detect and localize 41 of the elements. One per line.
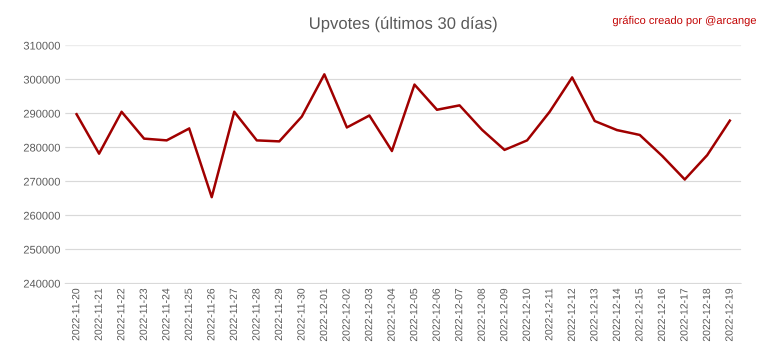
x-tick-label: 2022-12-09 (500, 288, 508, 342)
x-tick-label: 2022-12-13 (590, 288, 598, 342)
text: gráfico creado por @arcange (612, 16, 756, 26)
y-tick-label: 290000 (24, 110, 60, 118)
x-tick-label: 2022-12-16 (658, 288, 666, 342)
x-tick-label: 2022-11-28 (252, 288, 260, 340)
x-tick-label: 2022-11-21 (94, 288, 102, 340)
x-tick-label: 2022-12-10 (522, 288, 530, 342)
y-tick-label: 270000 (24, 178, 60, 186)
x-tick-label: 2022-11-26 (207, 288, 215, 340)
line-series (75, 73, 732, 198)
x-tick-label: 2022-12-14 (612, 288, 620, 342)
x-tick-label: 2022-12-08 (477, 288, 485, 342)
x-tick-label: 2022-11-27 (230, 288, 238, 340)
x-tick-label: 2022-12-12 (568, 288, 575, 342)
x-tick-label: 2022-12-18 (702, 288, 710, 342)
x-tick-label: 2022-12-07 (454, 288, 462, 342)
y-tick-label: 240000 (24, 280, 60, 288)
y-tick-label: 250000 (24, 246, 60, 254)
x-tick-label: 2022-12-17 (680, 288, 688, 342)
x-tick-label: 2022-12-04 (387, 288, 395, 342)
x-tick-label: 2022-12-01 (320, 288, 328, 342)
x-tick-label: 2022-11-23 (140, 288, 147, 340)
x-tick-label: 2022-12-02 (342, 288, 350, 342)
x-tick-label: 2022-12-05 (410, 288, 418, 342)
y-tick-label: 310000 (24, 42, 60, 50)
x-tick-label: 2022-11-29 (274, 288, 282, 340)
x-tick-label: 2022-12-03 (364, 288, 372, 342)
chart-title: Upvotes (últimos 30 días) (310, 16, 497, 32)
x-tick-label: 2022-12-15 (635, 288, 643, 342)
y-tick-label: 260000 (24, 212, 60, 220)
x-tick-label: 2022-11-25 (184, 288, 192, 340)
x-tick-label: 2022-12-11 (545, 288, 552, 340)
y-tick-label: 280000 (24, 144, 60, 152)
x-tick-label: 2022-11-30 (297, 288, 305, 340)
x-tick-label: 2022-12-06 (432, 288, 440, 342)
x-tick-label: 2022-11-22 (117, 288, 124, 340)
x-tick-label: 2022-11-20 (72, 288, 80, 340)
x-tick-label: 2022-11-24 (162, 288, 170, 340)
y-tick-label: 300000 (24, 76, 60, 84)
x-tick-label: 2022-12-19 (725, 288, 733, 342)
